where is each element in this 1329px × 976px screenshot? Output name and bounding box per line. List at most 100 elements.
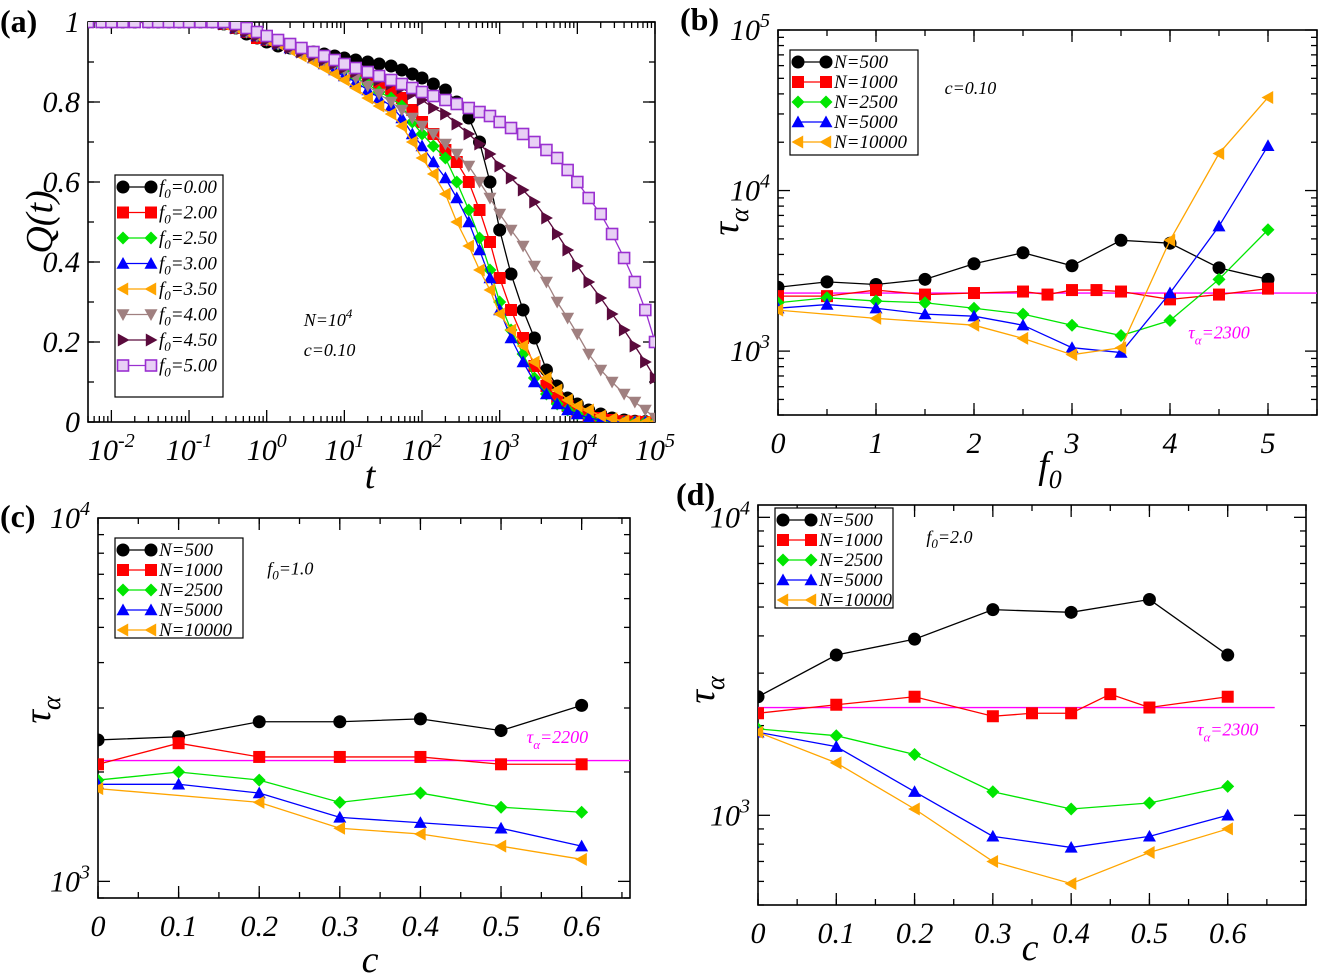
panel-d: (d) 0 0.1 0.2 0.3 0.4 0.5 0.6 103 104 c τα τα=2300 N=… — [676, 476, 1307, 969]
legend-marker — [145, 564, 157, 576]
data-point — [583, 275, 596, 289]
data-point — [967, 257, 981, 271]
data-point — [561, 403, 575, 416]
x-tick-label: 0.1 — [818, 917, 856, 950]
data-point — [504, 331, 518, 344]
data-point — [1065, 259, 1079, 273]
data-point — [462, 176, 475, 188]
y-tick-label: 104 — [730, 171, 770, 208]
data-point — [361, 91, 373, 105]
data-point — [986, 785, 1000, 799]
data-point — [483, 175, 497, 189]
plot-frame-b — [777, 29, 1318, 416]
series-b-3 — [778, 139, 1275, 358]
series-d-0 — [758, 592, 1235, 704]
data-point — [829, 740, 843, 752]
legend-entry: N=500 — [833, 52, 888, 73]
panel-label-c: (c) — [0, 498, 36, 534]
data-point — [829, 648, 843, 662]
data-point — [384, 59, 398, 73]
data-point — [629, 339, 642, 353]
x-tick-label: 0.2 — [896, 917, 934, 950]
data-point — [918, 307, 932, 320]
data-point — [1142, 796, 1156, 810]
data-point — [575, 698, 589, 712]
data-point — [494, 159, 507, 173]
legend-marker — [116, 309, 130, 321]
data-point — [908, 632, 922, 646]
data-point — [1026, 707, 1038, 720]
data-point — [820, 291, 834, 305]
data-point — [426, 128, 440, 141]
annotation-b: c=0.10 — [945, 78, 997, 98]
data-point — [494, 800, 508, 814]
legend-marker — [804, 573, 818, 586]
data-point — [495, 758, 508, 771]
legend-marker — [791, 115, 805, 128]
data-point — [516, 127, 530, 141]
legend-entry: f0=2.50 — [159, 228, 217, 252]
data-point — [575, 758, 588, 771]
y-tick-label: 104 — [710, 497, 750, 534]
x-tick-label: 0.3 — [974, 917, 1012, 950]
data-point — [450, 191, 464, 204]
panel-c: (c) 0 0.1 0.2 0.3 0.4 0.5 0.6 103 104 c τα τα=2200 N=… — [0, 498, 631, 976]
y-tick-label: 105 — [730, 10, 770, 47]
data-point — [1221, 822, 1233, 836]
data-point — [395, 119, 408, 133]
data-point — [349, 81, 361, 95]
data-point — [128, 22, 142, 29]
data-point — [415, 120, 429, 133]
data-point — [414, 750, 427, 763]
legend-marker — [116, 231, 130, 245]
legend-marker — [805, 534, 817, 546]
data-point — [252, 773, 266, 787]
legend-marker — [804, 593, 817, 607]
x-tick-label: 0.6 — [1209, 917, 1247, 950]
data-point — [494, 839, 507, 853]
data-point — [151, 22, 165, 29]
data-point — [829, 756, 842, 770]
data-point — [1221, 648, 1235, 662]
legend-marker — [776, 573, 790, 586]
data-point — [483, 263, 497, 277]
series-d-1 — [758, 688, 1234, 723]
legend-entry: f0=0.00 — [159, 177, 217, 201]
data-point — [570, 407, 584, 420]
data-point — [504, 224, 518, 237]
data-point — [570, 399, 583, 413]
series-b-4 — [778, 90, 1274, 362]
data-point — [594, 364, 608, 377]
data-point — [229, 22, 243, 31]
data-point — [395, 92, 408, 104]
legend-marker — [144, 583, 158, 597]
legend-entry: N=10000 — [818, 590, 892, 611]
data-point — [1064, 605, 1078, 619]
legend-marker — [819, 55, 833, 69]
data-point — [116, 22, 130, 29]
x-tick-label: 0 — [771, 427, 786, 460]
legend-marker — [116, 583, 130, 597]
legend-marker — [116, 603, 130, 616]
legend-entry: N=1000 — [818, 530, 883, 551]
data-point — [550, 383, 563, 397]
data-point — [869, 301, 883, 314]
data-point — [473, 263, 485, 277]
legend-marker — [819, 115, 833, 128]
data-point — [606, 307, 619, 321]
data-point — [252, 795, 265, 809]
legend-marker — [776, 513, 790, 527]
data-point — [869, 294, 883, 308]
data-point — [439, 93, 452, 107]
x-tick-label: 10-1 — [166, 430, 213, 467]
data-point — [182, 22, 196, 29]
data-point — [919, 288, 931, 301]
data-point — [628, 396, 642, 409]
legend-entry: N=5000 — [158, 600, 223, 621]
legend-marker — [144, 309, 158, 321]
data-point — [1016, 318, 1030, 331]
data-point — [517, 183, 530, 197]
legend-entry: N=500 — [818, 510, 873, 531]
data-point — [1016, 331, 1029, 345]
data-point — [462, 101, 476, 115]
